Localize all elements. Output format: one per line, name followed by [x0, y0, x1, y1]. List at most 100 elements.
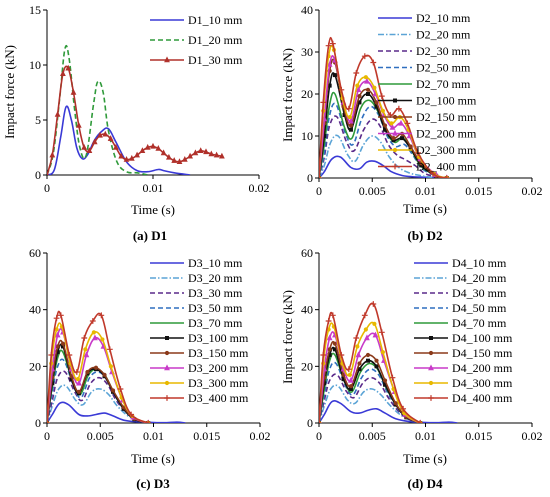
legend-label: D2_50 mm	[416, 61, 471, 75]
legend-label: D3_10 mm	[188, 256, 243, 270]
plot-area	[47, 44, 225, 175]
series-marker	[348, 123, 354, 128]
series-marker	[417, 420, 424, 423]
y-tick-label: 40	[29, 303, 41, 317]
x-tick-label: 0	[316, 184, 322, 198]
y-tick-label: 0	[307, 416, 313, 430]
x-tick-label: 0.015	[465, 429, 492, 443]
series-marker	[171, 157, 178, 163]
series-marker	[76, 379, 82, 386]
legend-label: D2_150 mm	[416, 110, 477, 124]
series-marker	[374, 364, 379, 369]
legend-marker	[428, 364, 434, 371]
y-tick-label: 20	[301, 87, 313, 101]
series-marker	[54, 331, 61, 338]
series-marker	[383, 382, 388, 387]
series-marker	[48, 352, 55, 358]
series-marker	[370, 59, 377, 66]
series-marker	[347, 372, 352, 377]
series-marker	[98, 312, 105, 319]
series-marker	[197, 147, 204, 153]
y-tick-label: 10	[29, 58, 41, 72]
series-marker	[332, 347, 337, 352]
legend-label: D2_10 mm	[416, 11, 471, 25]
y-axis-label: Impact force (kN)	[280, 48, 295, 142]
chart-panel: 0 0.005 0.01 0.015 0.02 0 20 40 60 Time (s) Impact…	[280, 246, 543, 491]
x-tick-label: 0	[44, 181, 50, 195]
x-tick-label: 0.005	[87, 429, 114, 443]
series-marker	[66, 352, 73, 358]
series-marker	[327, 353, 332, 357]
series-marker	[363, 327, 368, 332]
panel-caption: (c) D3	[136, 476, 170, 491]
series-marker	[400, 405, 407, 412]
legend-label: D4_150 mm	[452, 346, 513, 360]
series-marker	[341, 377, 346, 382]
series-marker	[342, 113, 347, 117]
series-marker	[404, 120, 411, 127]
y-tick-label: 0	[35, 416, 41, 430]
series-marker	[374, 100, 379, 105]
series-marker	[348, 387, 353, 391]
legend-label: D4_400 mm	[452, 391, 513, 405]
series-marker	[219, 152, 225, 159]
legend-label: D2_20 mm	[416, 28, 471, 42]
series-marker	[128, 154, 135, 161]
legend-label: D3_70 mm	[188, 316, 243, 330]
y-axis-label: Impact force (kN)	[280, 290, 295, 384]
series-marker	[383, 127, 388, 132]
series-marker	[97, 131, 103, 138]
legend-label: D3_300 mm	[188, 376, 249, 390]
series-marker	[372, 331, 379, 338]
y-tick-label: 0	[35, 168, 41, 182]
series-marker	[364, 334, 370, 341]
series-marker	[70, 88, 77, 95]
series-marker	[117, 386, 124, 392]
legend-marker	[164, 56, 170, 63]
legend-label: D2_300 mm	[416, 143, 477, 157]
series-marker	[395, 105, 402, 112]
series-marker	[123, 156, 130, 162]
series-marker	[357, 361, 362, 366]
series-marker	[128, 411, 135, 418]
series-line	[47, 105, 191, 175]
legend-marker	[428, 380, 434, 386]
series-marker	[57, 312, 64, 319]
series-marker	[329, 312, 336, 319]
x-axis-label: Time (s)	[131, 202, 175, 217]
series-line	[47, 401, 186, 423]
series-marker	[176, 158, 183, 164]
series-marker	[100, 337, 105, 342]
legend-marker	[393, 98, 397, 103]
series-marker	[378, 329, 385, 336]
y-tick-label: 30	[301, 45, 313, 59]
series-marker	[415, 149, 421, 156]
series-marker	[108, 364, 113, 369]
series-marker	[355, 83, 360, 88]
legend-label: D3_20 mm	[188, 271, 243, 285]
series-marker	[357, 94, 362, 99]
series-marker	[348, 376, 354, 383]
series-marker	[372, 85, 377, 90]
series-marker	[364, 77, 370, 84]
x-tick-label: 0.005	[359, 184, 386, 198]
series-marker	[150, 142, 156, 149]
y-axis-label: Impact force (kN)	[2, 45, 17, 139]
series-marker	[322, 134, 327, 138]
series-line	[319, 321, 421, 423]
legend-marker	[164, 364, 170, 371]
series-line	[319, 361, 421, 423]
series-marker	[85, 369, 90, 375]
series-marker	[365, 358, 370, 363]
legend-label: D2_100 mm	[416, 94, 477, 108]
series-marker	[374, 358, 379, 363]
series-marker	[408, 144, 413, 149]
series-marker	[361, 53, 368, 60]
series-marker	[443, 175, 450, 178]
series-marker	[400, 136, 405, 141]
legend-label: D3_200 mm	[188, 361, 249, 375]
series-marker	[393, 401, 398, 406]
x-tick-label: 0.02	[250, 429, 271, 443]
series-marker	[327, 347, 332, 352]
series-marker	[81, 143, 87, 150]
